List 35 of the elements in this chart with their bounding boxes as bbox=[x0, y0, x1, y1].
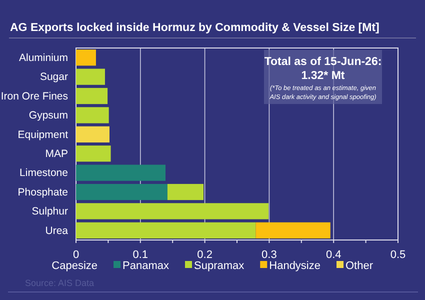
legend-label: Panamax bbox=[122, 260, 170, 272]
y-tick-label: Equipment bbox=[18, 128, 68, 141]
bar bbox=[76, 222, 256, 238]
legend-label: Handysize bbox=[269, 260, 320, 272]
text: Capesize bbox=[52, 260, 98, 272]
bar bbox=[76, 126, 110, 142]
chart-title: AG Exports locked inside Hormuz by Commodity & Vessel Size [Mt] bbox=[10, 22, 380, 34]
bar bbox=[76, 164, 166, 181]
y-tick-label: Aluminium bbox=[18, 52, 68, 64]
legend-label: Supramax bbox=[194, 260, 245, 272]
bar bbox=[76, 107, 109, 124]
legend-label: Other bbox=[346, 260, 374, 272]
y-tick-label: Iron Ore Fines bbox=[0, 90, 68, 102]
x-tick-label: 0.3 bbox=[262, 249, 277, 262]
bar bbox=[76, 50, 96, 66]
annotation: Total as of 15-Jun-26: 1.32* Mt bbox=[264, 56, 382, 82]
y-tick-label: Limestone bbox=[20, 167, 68, 180]
bar bbox=[76, 68, 105, 85]
bar bbox=[76, 88, 108, 104]
bar bbox=[167, 184, 204, 200]
x-tick-label: 0.4 bbox=[326, 249, 342, 262]
bar bbox=[76, 146, 111, 162]
bar bbox=[76, 203, 269, 220]
bar bbox=[76, 184, 168, 200]
y-tick-label: Sulphur bbox=[32, 206, 68, 218]
y-tick-label: MAP bbox=[45, 148, 68, 160]
y-tick-label: Urea bbox=[45, 224, 68, 237]
y-tick-label: Sugar bbox=[40, 71, 68, 84]
y-tick-label: Gypsum bbox=[28, 110, 68, 122]
x-tick-label: 0 bbox=[72, 249, 80, 262]
x-tick-label: 0.1 bbox=[132, 249, 148, 262]
x-tick-label: 0.5 bbox=[390, 249, 406, 262]
x-tick-label: 0.2 bbox=[197, 249, 212, 262]
y-tick-label: Phosphate bbox=[18, 186, 68, 198]
bar bbox=[256, 222, 330, 238]
